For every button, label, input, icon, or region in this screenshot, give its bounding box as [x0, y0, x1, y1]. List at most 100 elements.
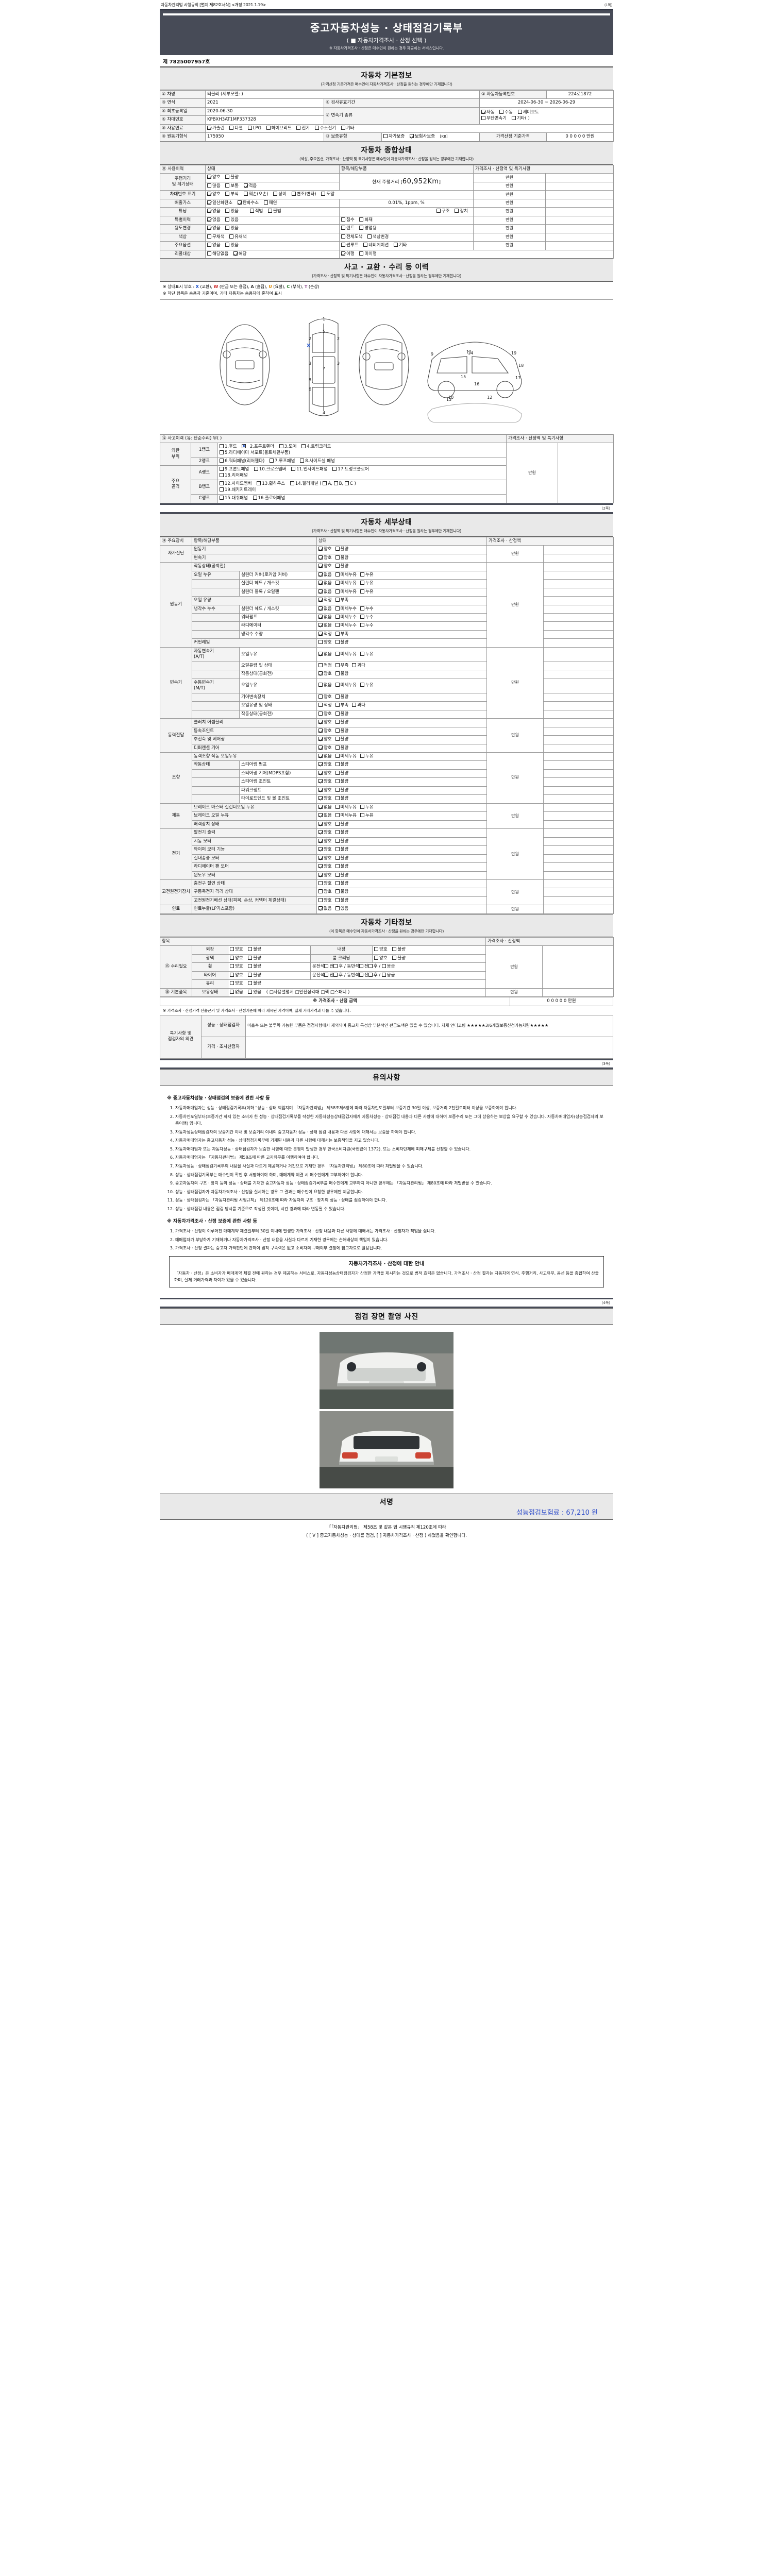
checkbox-icon[interactable]: [318, 606, 323, 611]
wheel-good[interactable]: 양호: [230, 964, 243, 970]
option-적정[interactable]: 적정: [318, 598, 332, 603]
detail-appraisal-input[interactable]: [543, 777, 614, 787]
checkbox-icon[interactable]: [318, 589, 323, 594]
option-양호[interactable]: 양호: [318, 555, 332, 561]
checkbox-icon[interactable]: [374, 955, 378, 960]
vin-altered[interactable]: 변조(변타): [291, 192, 316, 197]
detail-appraisal-input[interactable]: [543, 735, 614, 744]
detail-condition-options[interactable]: 적정 부족 과다: [316, 661, 488, 671]
exterior-bad[interactable]: 불량: [248, 947, 261, 953]
detail-condition-options[interactable]: 적정 부족 과다: [316, 701, 488, 710]
checkbox-icon[interactable]: [318, 745, 323, 750]
fuel-option-gasoline[interactable]: 가솔린: [207, 125, 224, 131]
checkbox-icon[interactable]: [511, 115, 516, 120]
detail-condition-options[interactable]: 없음 미세누유 누유: [316, 579, 488, 588]
option-미세누유[interactable]: 미세누유: [335, 753, 357, 759]
detail-appraisal-input[interactable]: [543, 562, 614, 571]
checkbox-icon[interactable]: [335, 813, 340, 818]
item-floor-panel[interactable]: 16.플로어패널: [253, 496, 285, 501]
option-누유[interactable]: 누유: [360, 572, 374, 578]
option-없음[interactable]: 없음: [318, 572, 332, 578]
item-trunk-lid[interactable]: 4.트렁크리드: [301, 444, 331, 450]
option-양호[interactable]: 양호: [318, 671, 332, 677]
checkbox-icon[interactable]: [220, 487, 224, 492]
tire-options[interactable]: 양호 불량: [228, 971, 311, 980]
emission-hc[interactable]: 탄화수소: [237, 200, 259, 206]
checkbox-icon[interactable]: [318, 897, 323, 902]
option-양호[interactable]: 양호: [318, 838, 332, 844]
rank1-items[interactable]: 1.후드 X 2.프론트휀더 3.도어 4.트렁크리드 5.라디에이터 서포트(볼…: [217, 443, 507, 457]
item-dash-panel[interactable]: 15.대쉬패널: [220, 496, 248, 501]
option-누수[interactable]: 누수: [360, 615, 374, 620]
checkbox-icon[interactable]: [290, 481, 294, 486]
item-radiator-support[interactable]: 5.라디에이터 서포트(볼트체결부품): [220, 450, 290, 456]
option-불량[interactable]: 불량: [335, 762, 348, 768]
mileage-good[interactable]: 양호: [207, 175, 221, 180]
detail-appraisal-input[interactable]: [543, 803, 614, 812]
option-과다[interactable]: 과다: [352, 663, 365, 669]
checkbox-icon[interactable]: [318, 547, 323, 551]
room-cleaning-options[interactable]: 양호 불량: [372, 954, 486, 963]
checkbox-icon[interactable]: [318, 581, 323, 585]
checkbox-icon[interactable]: [318, 615, 323, 619]
special-options[interactable]: 없음 있음: [205, 215, 340, 225]
option-미세누수[interactable]: 미세누수: [335, 615, 357, 620]
option-양호[interactable]: 양호: [318, 864, 332, 870]
emission-smoke[interactable]: 매연: [263, 200, 277, 206]
detail-condition-options[interactable]: 양호 불량: [316, 879, 488, 889]
checkbox-icon[interactable]: [381, 964, 386, 969]
checkbox-icon[interactable]: [335, 598, 340, 602]
detail-appraisal-input[interactable]: [543, 726, 614, 736]
checkbox-icon[interactable]: [318, 804, 323, 809]
checkbox-icon[interactable]: [230, 947, 234, 952]
option-미세누유[interactable]: 미세누유: [335, 804, 357, 810]
option-불량[interactable]: 불량: [335, 555, 348, 561]
option-불량[interactable]: 불량: [335, 872, 348, 878]
option-누유[interactable]: 누유: [360, 813, 374, 819]
usage-business[interactable]: 영업용: [359, 226, 377, 231]
color-full-paint[interactable]: 전체도색: [341, 234, 362, 240]
glass-options[interactable]: 양호 불량: [227, 979, 486, 989]
special-type-options[interactable]: 침수 화재: [339, 215, 474, 225]
special-flood[interactable]: 침수: [341, 217, 355, 223]
option-불량[interactable]: 불량: [335, 881, 348, 887]
checkbox-icon[interactable]: [230, 989, 234, 994]
interior-bad[interactable]: 불량: [392, 947, 406, 953]
checkbox-icon[interactable]: [207, 192, 211, 196]
tire-good[interactable]: 양호: [230, 972, 243, 978]
glass-good[interactable]: 양호: [230, 981, 243, 987]
wheel-options[interactable]: 양호 불량: [228, 962, 311, 972]
detail-appraisal-input[interactable]: [543, 879, 614, 889]
checkbox-icon[interactable]: [318, 753, 323, 758]
detail-condition-options[interactable]: 양호 불량: [316, 709, 488, 719]
option-불량[interactable]: 불량: [335, 564, 348, 569]
checkbox-icon[interactable]: [318, 906, 323, 911]
room-cleaning-good[interactable]: 양호: [374, 955, 388, 961]
detail-condition-options[interactable]: 없음 미세누유 누유: [316, 570, 488, 580]
options-yes[interactable]: 있음: [225, 243, 239, 248]
checkbox-icon[interactable]: [318, 651, 323, 656]
glass-bad[interactable]: 불량: [248, 981, 261, 987]
option-양호[interactable]: 양호: [318, 547, 332, 552]
detail-condition-options[interactable]: 없음 미세누유 누유: [316, 803, 488, 812]
option-양호[interactable]: 양호: [318, 881, 332, 887]
checkbox-icon[interactable]: [296, 125, 301, 130]
checkbox-icon[interactable]: [360, 606, 364, 611]
checkbox-icon[interactable]: [318, 762, 323, 767]
option-불량[interactable]: 불량: [335, 640, 348, 646]
detail-condition-options[interactable]: 양호 불량: [316, 896, 488, 906]
option-불량[interactable]: 불량: [335, 847, 348, 853]
detail-condition-options[interactable]: 양호 불량: [316, 545, 488, 554]
other-appraisal-input-2[interactable]: [542, 988, 614, 997]
checkbox-icon[interactable]: [455, 209, 459, 213]
checkbox-icon[interactable]: [253, 496, 257, 500]
detail-appraisal-input[interactable]: [543, 862, 614, 872]
option-types[interactable]: 썬루프 네비게이션 기타: [339, 241, 474, 250]
checkbox-icon[interactable]: [360, 572, 364, 577]
item-front-panel[interactable]: 9.프론트패널: [220, 467, 249, 472]
checkbox-icon[interactable]: [318, 881, 323, 885]
checkbox-icon[interactable]: [341, 217, 345, 222]
mileage-normal[interactable]: 보통: [225, 183, 239, 189]
checkbox-icon[interactable]: [335, 694, 340, 699]
